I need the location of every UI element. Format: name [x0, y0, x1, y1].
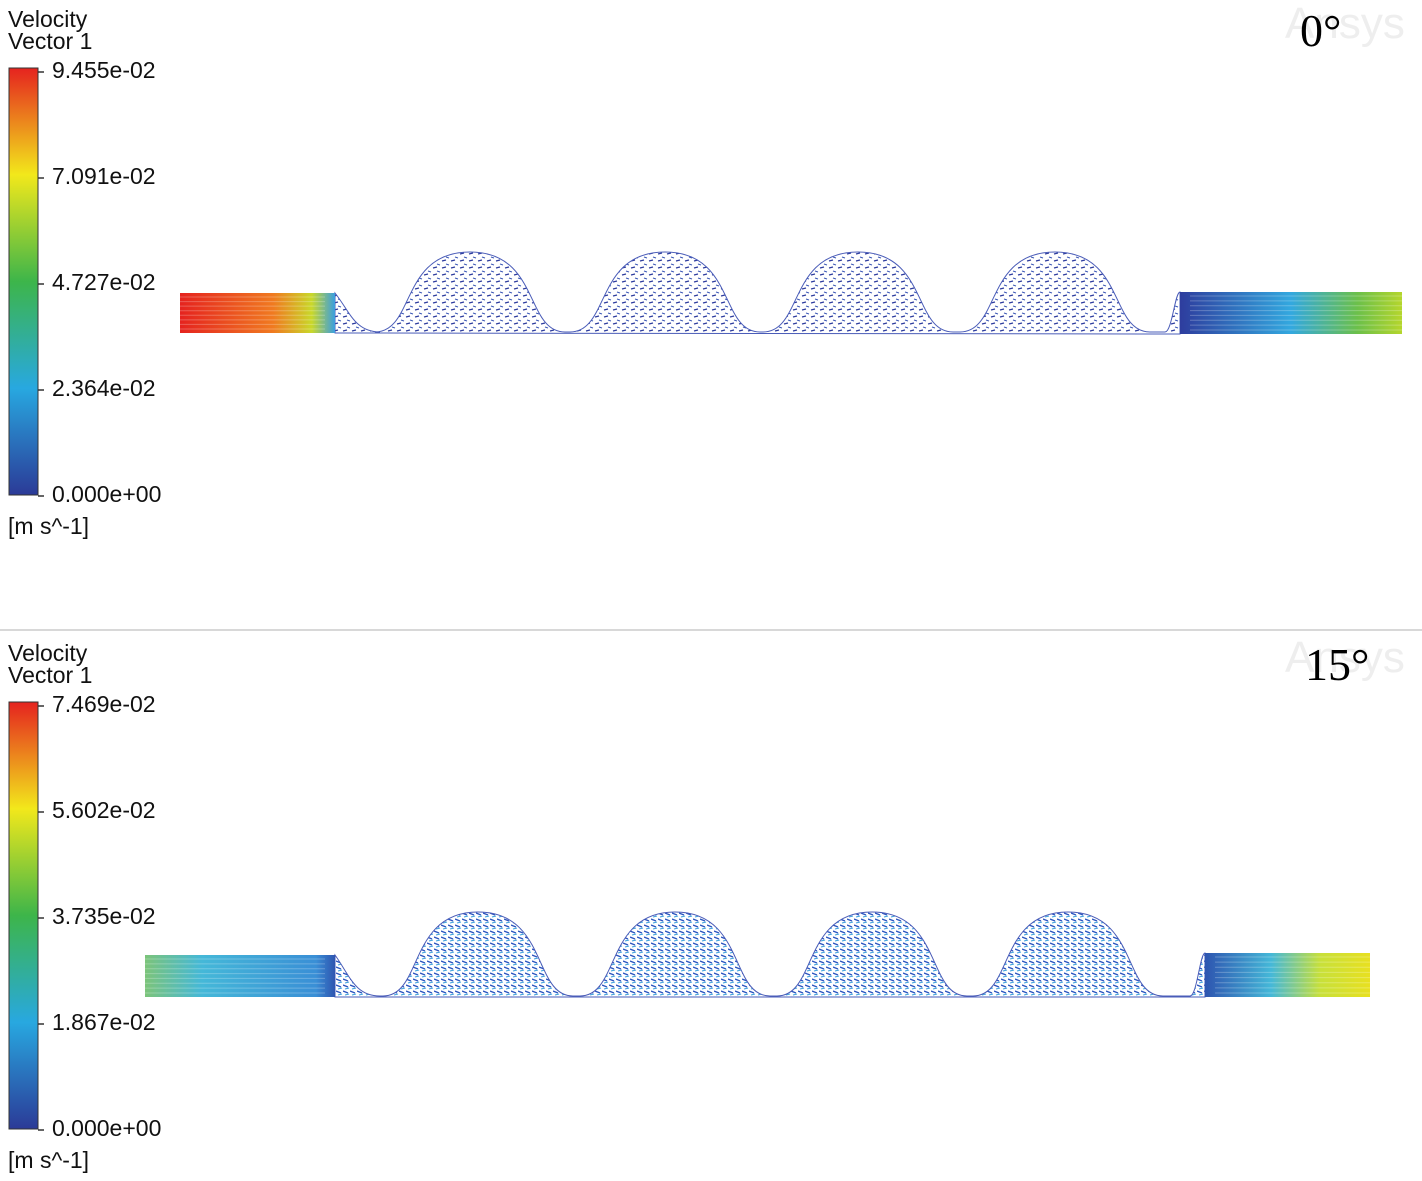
colorbar-label: 2.364e-02: [52, 375, 156, 401]
outlet-flow: [1205, 953, 1370, 997]
flow-field: [334, 911, 1206, 998]
watermark: Ansys: [1285, 633, 1405, 682]
colorbar: [8, 67, 39, 496]
colorbar-label: 3.735e-02: [52, 903, 156, 929]
legend-title: Velocity: [8, 640, 88, 666]
angle-label: 15°: [1305, 639, 1369, 690]
legend-title: Vector 1: [8, 28, 92, 54]
legend-title: Vector 1: [8, 662, 92, 688]
inlet-flow: [180, 293, 335, 333]
inlet-flow: [145, 955, 335, 997]
flow-field: [334, 251, 1181, 335]
colorbar-label: 5.602e-02: [52, 797, 156, 823]
colorbar-label: 0.000e+00: [52, 481, 161, 507]
watermark: Ansys: [1285, 0, 1405, 48]
colorbar: [8, 701, 39, 1130]
unit-label: [m s^-1]: [8, 1147, 89, 1173]
colorbar-label: 1.867e-02: [52, 1009, 156, 1035]
colorbar-label: 0.000e+00: [52, 1115, 161, 1141]
colorbar-label: 7.091e-02: [52, 163, 156, 189]
legend-title: Velocity: [8, 6, 88, 32]
angle-label: 0°: [1300, 5, 1341, 56]
outlet-flow: [1180, 292, 1402, 334]
colorbar-label: 7.469e-02: [52, 691, 156, 717]
unit-label: [m s^-1]: [8, 513, 89, 539]
colorbar-label: 4.727e-02: [52, 269, 156, 295]
colorbar-label: 9.455e-02: [52, 57, 156, 83]
